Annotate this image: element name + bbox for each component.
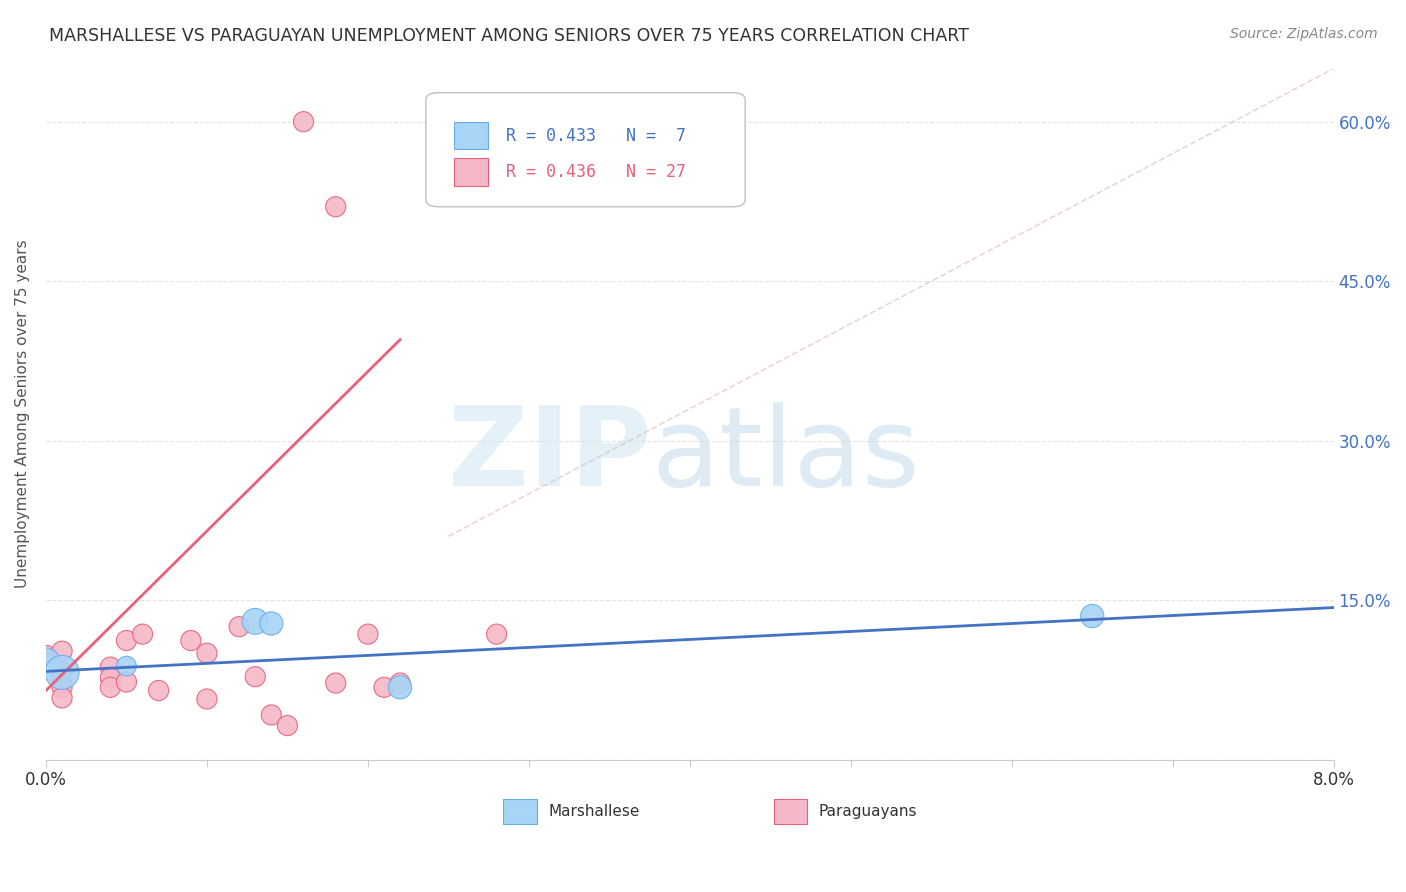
- Point: [115, 633, 138, 648]
- Point: [195, 646, 218, 660]
- Y-axis label: Unemployment Among Seniors over 75 years: Unemployment Among Seniors over 75 years: [15, 240, 30, 589]
- Point: [98, 660, 121, 674]
- Point: [276, 718, 298, 732]
- Point: [373, 681, 395, 695]
- Text: ZIP: ZIP: [447, 402, 651, 509]
- Point: [51, 665, 73, 680]
- FancyBboxPatch shape: [454, 121, 488, 149]
- Point: [195, 692, 218, 706]
- Point: [485, 627, 508, 641]
- FancyBboxPatch shape: [503, 799, 537, 824]
- Point: [389, 676, 412, 690]
- Point: [245, 615, 267, 629]
- Point: [51, 690, 73, 705]
- Text: R = 0.436   N = 27: R = 0.436 N = 27: [506, 163, 686, 181]
- Point: [180, 633, 202, 648]
- Point: [35, 655, 58, 669]
- Point: [98, 671, 121, 685]
- Point: [228, 620, 250, 634]
- Point: [148, 683, 170, 698]
- Point: [131, 627, 153, 641]
- Point: [292, 114, 315, 128]
- Point: [98, 681, 121, 695]
- Point: [260, 616, 283, 631]
- FancyBboxPatch shape: [773, 799, 807, 824]
- Text: Paraguayans: Paraguayans: [818, 804, 917, 819]
- Point: [245, 670, 267, 684]
- Text: MARSHALLESE VS PARAGUAYAN UNEMPLOYMENT AMONG SENIORS OVER 75 YEARS CORRELATION C: MARSHALLESE VS PARAGUAYAN UNEMPLOYMENT A…: [49, 27, 969, 45]
- FancyBboxPatch shape: [454, 159, 488, 186]
- Point: [357, 627, 380, 641]
- Point: [51, 671, 73, 685]
- Point: [51, 681, 73, 695]
- Text: R = 0.433   N =  7: R = 0.433 N = 7: [506, 127, 686, 145]
- Point: [1081, 609, 1104, 624]
- FancyBboxPatch shape: [426, 93, 745, 207]
- Point: [115, 659, 138, 673]
- Point: [325, 676, 347, 690]
- Point: [260, 708, 283, 723]
- Point: [35, 649, 58, 664]
- Point: [325, 200, 347, 214]
- Point: [389, 681, 412, 695]
- Point: [51, 644, 73, 658]
- Text: Source: ZipAtlas.com: Source: ZipAtlas.com: [1230, 27, 1378, 41]
- Point: [115, 675, 138, 690]
- Point: [51, 665, 73, 680]
- Text: Marshallese: Marshallese: [548, 804, 640, 819]
- Text: atlas: atlas: [651, 402, 920, 509]
